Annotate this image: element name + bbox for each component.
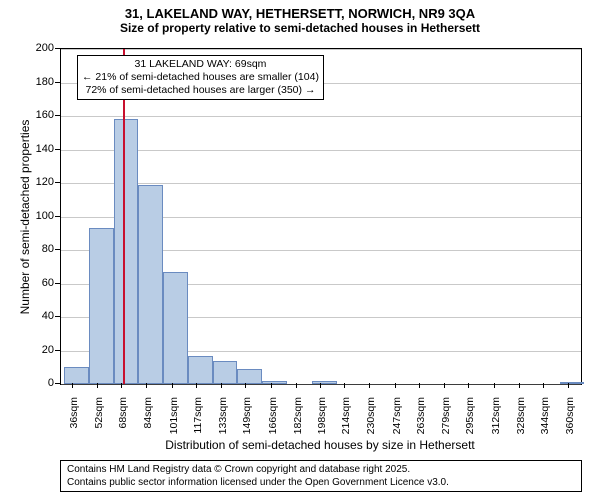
x-tick-mark [72,383,73,388]
histogram-bar [312,381,337,384]
x-tick-mark [97,383,98,388]
x-tick-mark [271,383,272,388]
x-tick-mark [172,383,173,388]
histogram-bar [163,272,188,384]
x-tick-mark [568,383,569,388]
x-tick-mark [296,383,297,388]
y-tick-mark [55,383,60,384]
x-tick-mark [221,383,222,388]
y-tick-mark [55,316,60,317]
annotation-line1: 31 LAKELAND WAY: 69sqm [82,58,319,71]
x-tick-mark [196,383,197,388]
footer-line2: Contains public sector information licen… [67,476,575,489]
x-tick-mark [419,383,420,388]
x-tick-mark [494,383,495,388]
histogram-bar [64,367,89,384]
x-tick-mark [320,383,321,388]
y-tick-mark [55,249,60,250]
x-tick-mark [245,383,246,388]
histogram-bar [89,228,114,384]
y-axis-label: Number of semi-detached properties [18,117,32,317]
gridline [61,150,581,151]
annotation-line2: ← 21% of semi-detached houses are smalle… [82,71,319,84]
y-tick-mark [55,216,60,217]
histogram-bar [114,119,139,384]
y-tick-mark [55,149,60,150]
chart-title-line1: 31, LAKELAND WAY, HETHERSETT, NORWICH, N… [0,0,600,21]
y-tick-label: 200 [0,42,58,54]
y-tick-mark [55,182,60,183]
x-tick-mark [468,383,469,388]
x-tick-mark [146,383,147,388]
gridline [61,116,581,117]
annotation-line3: 72% of semi-detached houses are larger (… [82,84,319,97]
gridline [61,384,581,385]
x-tick-mark [543,383,544,388]
y-tick-label: 0 [0,377,58,389]
plot-area: 31 LAKELAND WAY: 69sqm← 21% of semi-deta… [60,48,582,385]
x-tick-mark [369,383,370,388]
y-tick-mark [55,283,60,284]
footer-line1: Contains HM Land Registry data © Crown c… [67,463,575,476]
histogram-bar [188,356,213,384]
y-tick-label: 180 [0,76,58,88]
x-tick-mark [519,383,520,388]
x-tick-mark [395,383,396,388]
footer-attribution: Contains HM Land Registry data © Crown c… [60,460,582,492]
x-axis-label: Distribution of semi-detached houses by … [60,438,580,452]
y-tick-mark [55,48,60,49]
chart-container: 31, LAKELAND WAY, HETHERSETT, NORWICH, N… [0,0,600,500]
x-tick-mark [444,383,445,388]
histogram-bar [262,381,287,384]
gridline [61,49,581,50]
chart-title-line2: Size of property relative to semi-detach… [0,21,600,39]
annotation-box: 31 LAKELAND WAY: 69sqm← 21% of semi-deta… [77,55,324,100]
y-tick-mark [55,82,60,83]
histogram-bar [237,369,262,384]
x-tick-mark [344,383,345,388]
y-tick-mark [55,350,60,351]
histogram-bar [213,361,238,384]
histogram-bar [560,382,585,384]
y-tick-mark [55,115,60,116]
histogram-bar [138,185,163,384]
x-tick-mark [121,383,122,388]
y-tick-label: 20 [0,344,58,356]
